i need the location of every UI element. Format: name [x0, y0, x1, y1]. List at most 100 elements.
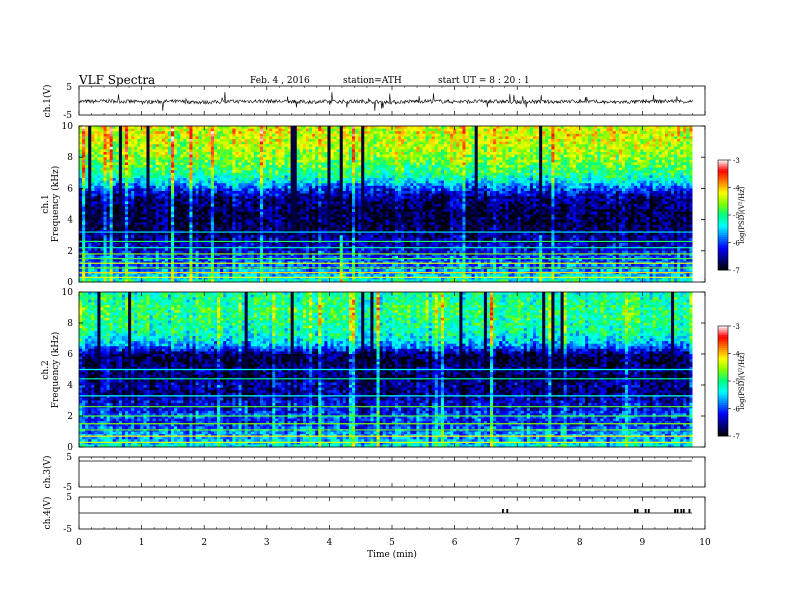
spectrogram-cell [97, 167, 101, 171]
spectrogram-cell [109, 235, 114, 239]
spectrogram-cell [167, 198, 172, 202]
spectrogram-cell [94, 154, 98, 158]
spectrogram-cell [220, 172, 224, 176]
spectrogram-cell [229, 198, 233, 202]
spectrogram-cell [213, 274, 218, 278]
spectrogram-cell [256, 185, 261, 189]
spectrogram-cell [143, 248, 147, 252]
spectrogram-cell [241, 180, 246, 184]
spectrogram-cell [140, 248, 144, 252]
spectrogram-cell [207, 144, 212, 148]
spectrogram-cell [253, 258, 258, 262]
spectrogram-cell [149, 154, 154, 158]
spectrogram-cell [97, 243, 101, 246]
spectrogram-cell [106, 196, 111, 200]
spectrogram-cell [97, 204, 101, 207]
spectrogram-cell [290, 237, 295, 241]
spectrogram-cell [152, 144, 157, 148]
spectrogram-cell [109, 152, 114, 155]
spectrogram-cell [302, 180, 307, 184]
spectrogram-cell [112, 222, 117, 226]
spectrogram-cell [290, 222, 295, 226]
spectrogram-cell [312, 276, 316, 280]
spectrogram-cell [125, 206, 129, 210]
spectrogram-cell [146, 157, 150, 161]
spectrogram-cell [284, 154, 288, 158]
spectrogram-cell [118, 149, 123, 153]
spectrogram-cell [210, 219, 215, 223]
spectrogram-cell [235, 248, 239, 252]
spectrogram-cell [192, 128, 196, 132]
spectrogram-cell [278, 214, 282, 218]
spectrogram-cell [272, 279, 276, 283]
spectrogram-cell [220, 141, 224, 145]
spectrogram-cell [189, 206, 193, 210]
spectrogram-cell [238, 235, 242, 239]
spectrogram-cell [333, 126, 338, 129]
spectrogram-cell [210, 175, 215, 179]
spectrogram-cell [195, 191, 200, 194]
spectrogram-cell [140, 201, 144, 205]
spectrogram-cell [109, 165, 114, 168]
spectrogram-cell [272, 248, 276, 252]
spectrogram-cell [167, 206, 172, 210]
spectrogram-cell [275, 191, 279, 194]
spectrogram-cell [247, 180, 252, 184]
spectrogram-cell [293, 274, 298, 278]
spectrogram-cell [278, 250, 282, 254]
spectrogram-cell [97, 149, 101, 153]
spectrogram-cell [287, 152, 292, 155]
spectrogram-cell [226, 183, 230, 187]
spectrogram-cell [164, 133, 169, 137]
spectrogram-cell [330, 222, 334, 226]
spectrogram-cell [164, 250, 169, 254]
spectrogram-cell [167, 172, 172, 176]
spectrogram-cell [293, 193, 298, 197]
spectrogram-cell [284, 180, 288, 184]
spectrogram-cell [143, 133, 147, 137]
spectrogram-cell [161, 128, 166, 132]
spectrogram-cell [232, 193, 236, 197]
spectrogram-cell [161, 136, 166, 140]
spectrogram-cell [91, 211, 95, 215]
spectrogram-cell [226, 144, 230, 148]
spectrogram-cell [167, 209, 172, 213]
spectrogram-cell [287, 224, 292, 228]
spectrogram-cell [161, 167, 166, 171]
spectrogram-cell [192, 193, 196, 197]
spectrogram-cell [161, 227, 166, 231]
spectrogram-cell [103, 224, 108, 228]
spectrogram-cell [100, 191, 104, 194]
spectrogram-cell [155, 258, 160, 262]
spectrogram-cell [186, 211, 190, 215]
spectrogram-cell [256, 152, 261, 155]
spectrogram-cell [177, 165, 181, 168]
spectrogram-cell [143, 191, 147, 194]
spectrogram-cell [115, 188, 120, 192]
spectrogram-cell [210, 258, 215, 262]
spectrogram-cell [318, 217, 322, 220]
spectrogram-cell [189, 146, 193, 150]
spectrogram-cell [293, 191, 298, 194]
spectrogram-cell [106, 211, 111, 215]
spectrogram-cell [152, 256, 157, 259]
spectrogram-cell [109, 250, 114, 254]
spectrogram-cell [327, 222, 331, 226]
spectrogram-cell [180, 204, 184, 207]
spectrogram-cell [180, 235, 184, 239]
spectrogram-cell [134, 146, 138, 150]
spectrogram-cell [134, 141, 138, 145]
spectrogram-cell [118, 256, 123, 259]
spectrogram-cell [103, 248, 108, 252]
spectrogram-cell [171, 214, 175, 218]
spectrogram-cell [287, 274, 292, 278]
spectrogram-cell [143, 141, 147, 145]
spectrogram-cell [192, 146, 196, 150]
spectrogram-cell [91, 162, 95, 166]
spectrogram-cell [213, 191, 218, 194]
spectrogram-cell [192, 224, 196, 228]
spectrogram-cell [125, 209, 129, 213]
spectrogram-cell [238, 172, 242, 176]
spectrogram-cell [183, 243, 187, 246]
spectrogram-cell [121, 144, 126, 148]
